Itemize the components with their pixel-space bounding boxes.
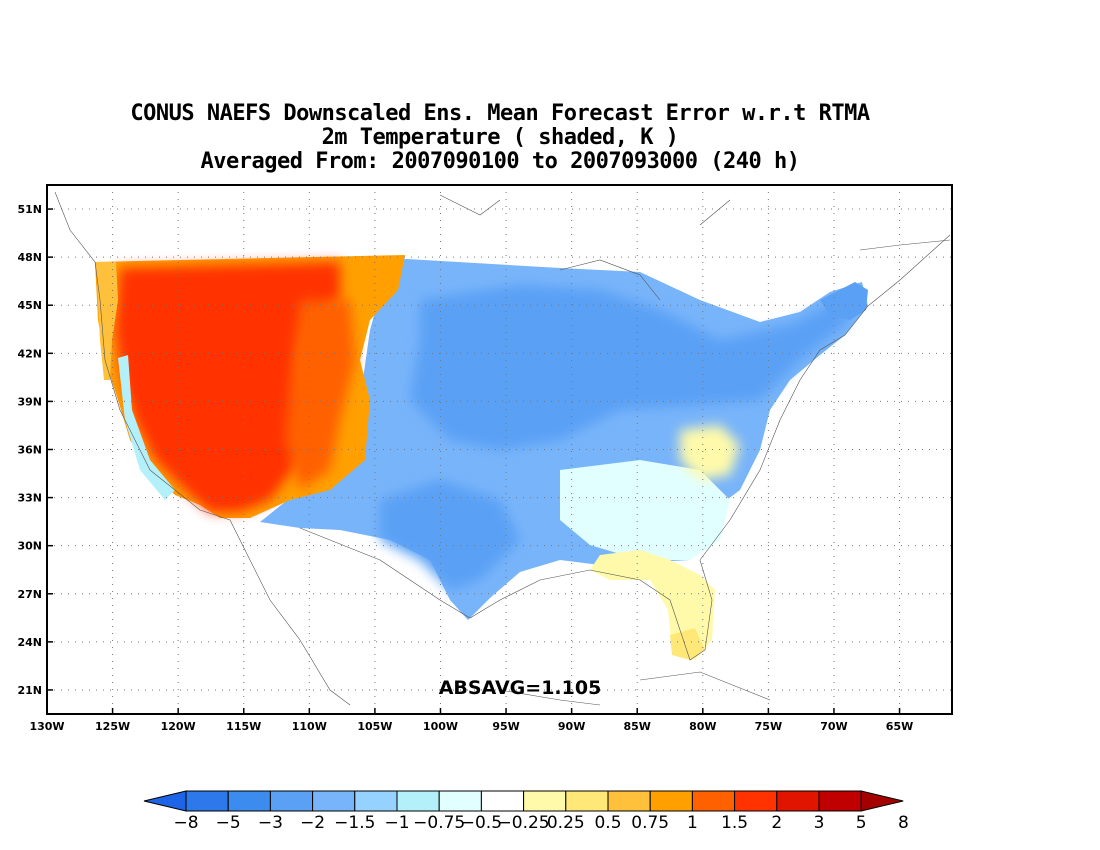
lon-tick-label: 100W [423, 720, 458, 733]
colorbar-right-arrow [860, 790, 904, 812]
latitude-labels: 21N 24N 27N 30N 33N 36N 39N 42N 45N 48N 51N [17, 203, 42, 697]
colorbar-box [269, 790, 314, 812]
lat-tick-label: 30N [17, 540, 42, 553]
lat-tick-label: 51N [17, 203, 42, 216]
colorbar-label: 0.5 [594, 813, 621, 833]
colorbar-box [734, 790, 778, 812]
lat-tick-label: 27N [17, 588, 42, 601]
coastline-atlantic [779, 234, 951, 421]
colorbar-label: 8 [898, 813, 909, 833]
lon-tick-label: 120W [161, 720, 196, 733]
colorbar-box [691, 790, 736, 812]
lat-tick-label: 21N [17, 684, 42, 697]
colorbar-box [227, 790, 271, 812]
colorbar-box [565, 790, 609, 812]
lon-tick-label: 130W [29, 720, 64, 733]
colorbar-box [523, 790, 567, 812]
field-gulf-light [560, 460, 730, 560]
lon-tick-label: 75W [755, 720, 782, 733]
colorbar-label: −5 [216, 813, 241, 833]
colorbar-label: −1 [384, 813, 409, 833]
colorbar-label: 1.5 [721, 813, 748, 833]
field-west-positive [115, 262, 340, 512]
field-newengland [820, 282, 868, 320]
colorbar-label: −2 [300, 813, 325, 833]
lon-tick-label: 80W [689, 720, 716, 733]
field-coast-light [96, 262, 118, 380]
coastline-pacific [54, 191, 351, 706]
colorbar-label: 1 [687, 813, 698, 833]
colorbar-left-arrow [143, 790, 187, 812]
field-texas-core [380, 480, 520, 590]
absavg-label: ABSAVG=1.105 [439, 677, 602, 699]
colorbar-box [649, 790, 693, 812]
lon-tick-label: 115W [226, 720, 261, 733]
colorbar-label: 3 [814, 813, 825, 833]
coastlines [54, 191, 951, 706]
field-florida-neutral [670, 628, 705, 660]
lat-tick-label: 42N [17, 347, 42, 360]
colorbar: −8 −5 −3 −2 −1.5 −1 −0.75−0.5−0.250.25 0.5 0.75 1… [143, 790, 909, 833]
colorbar-box [438, 790, 482, 812]
lon-tick-label: 110W [292, 720, 327, 733]
colorbar-box [480, 790, 525, 812]
colorbar-label: 0.25 [547, 813, 585, 833]
colorbar-label: 0.75 [631, 813, 669, 833]
lat-tick-label: 24N [17, 636, 42, 649]
colorbar-label: −0.25 [498, 813, 550, 833]
colorbar-box [818, 790, 862, 812]
title-line-1: CONUS NAEFS Downscaled Ens. Mean Forecas… [130, 101, 870, 126]
colorbar-box [776, 790, 820, 812]
coastline-canada [439, 194, 951, 301]
coastline-gulf [299, 419, 781, 661]
lon-tick-label: 65W [886, 720, 913, 733]
colorbar-box [607, 790, 651, 812]
map-title: CONUS NAEFS Downscaled Ens. Mean Forecas… [0, 102, 1000, 174]
shaded-field [95, 255, 868, 660]
colorbar-label: −3 [258, 813, 283, 833]
lat-tick-label: 36N [17, 444, 42, 457]
longitude-labels: 130W 125W 120W 115W 110W 105W 100W 95W 90W 85W 80W… [29, 720, 913, 733]
colorbar-label: −8 [173, 813, 198, 833]
title-line-3: Averaged From: 2007090100 to 2007093000 … [200, 149, 800, 174]
lat-tick-label: 48N [17, 251, 42, 264]
colorbar-label: −1.5 [334, 813, 375, 833]
field-east-core [410, 285, 850, 450]
plot-frame [46, 184, 953, 715]
colorbar-box [312, 790, 356, 812]
colorbar-label: 5 [856, 813, 867, 833]
colorbar-box [354, 790, 398, 812]
title-line-2: 2m Temperature ( shaded, K ) [321, 125, 679, 150]
lat-tick-label: 45N [17, 299, 42, 312]
colorbar-label: −0.5 [461, 813, 502, 833]
lon-tick-label: 85W [623, 720, 650, 733]
lat-tick-label: 33N [17, 492, 42, 505]
field-west-strong [285, 300, 355, 490]
colorbar-box [185, 790, 229, 812]
colorbar-label: −0.75 [413, 813, 465, 833]
colorbar-box [396, 790, 440, 812]
colorbar-label: 2 [771, 813, 782, 833]
lon-tick-label: 90W [558, 720, 585, 733]
lon-tick-label: 125W [95, 720, 130, 733]
coastline-caribbean [499, 671, 771, 706]
lon-tick-label: 105W [357, 720, 392, 733]
lon-tick-label: 95W [492, 720, 519, 733]
field-carolina-neutral [680, 425, 740, 480]
lat-tick-label: 39N [17, 395, 42, 408]
lon-tick-label: 70W [820, 720, 847, 733]
